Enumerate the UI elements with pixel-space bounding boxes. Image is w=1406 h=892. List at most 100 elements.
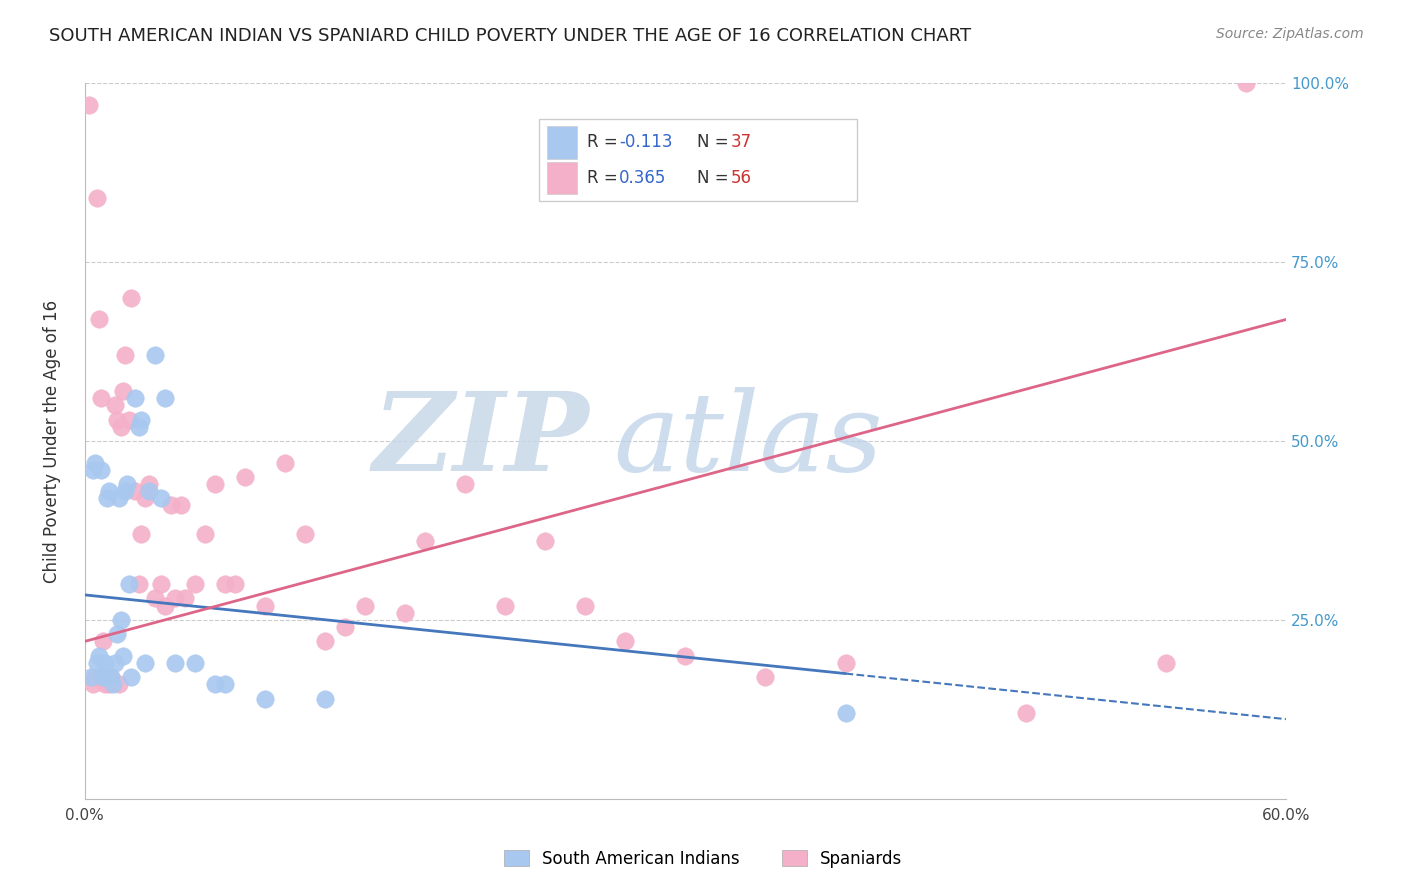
Point [110,613,132,627]
Point [87,648,110,663]
Text: atlas: atlas [613,387,883,495]
Point [107,677,129,691]
Point [111,384,134,398]
Point [534,534,557,549]
Point [82,463,104,477]
Point [104,398,127,412]
Text: R =: R = [586,133,623,151]
Point [149,577,172,591]
Point [153,599,176,613]
Text: ZIP: ZIP [373,387,589,495]
Point [107,491,129,506]
Point [90,463,112,477]
Text: SOUTH AMERICAN INDIAN VS SPANIARD CHILD POVERTY UNDER THE AGE OF 16 CORRELATION : SOUTH AMERICAN INDIAN VS SPANIARD CHILD … [49,27,972,45]
Text: N =: N = [697,133,734,151]
Point [333,620,356,634]
Point [128,577,150,591]
Point [128,419,150,434]
Point [454,477,477,491]
Point [233,470,256,484]
Point [834,706,856,720]
Text: Source: ZipAtlas.com: Source: ZipAtlas.com [1216,27,1364,41]
Point [104,656,127,670]
Point [1154,656,1177,670]
Point [294,527,316,541]
Text: N =: N = [697,169,734,186]
Point [77,98,100,112]
Y-axis label: Child Poverty Under the Age of 16: Child Poverty Under the Age of 16 [44,300,60,582]
Point [118,577,141,591]
Point [111,648,134,663]
Point [834,656,856,670]
Legend: South American Indians, Spaniards: South American Indians, Spaniards [498,844,908,875]
Point [204,477,226,491]
Point [100,670,122,684]
Point [83,456,105,470]
Point [91,670,114,684]
Point [143,348,166,362]
FancyBboxPatch shape [547,162,578,194]
Point [163,656,186,670]
FancyBboxPatch shape [547,127,578,159]
FancyBboxPatch shape [538,120,858,202]
Point [138,484,160,499]
Point [91,634,114,648]
Point [153,391,176,405]
Point [129,412,152,426]
Text: 56: 56 [731,169,752,186]
Point [82,677,104,691]
Point [253,691,276,706]
Point [134,491,156,506]
Point [94,677,117,691]
Point [118,412,141,426]
Point [214,577,236,591]
Point [96,670,118,684]
Text: 37: 37 [731,133,752,151]
Point [80,670,103,684]
Point [100,670,122,684]
Point [94,670,117,684]
Point [87,312,110,326]
Point [574,599,596,613]
Point [173,591,195,606]
Point [194,527,217,541]
Point [413,534,436,549]
Point [673,648,696,663]
Point [105,627,128,641]
Point [253,599,276,613]
Point [86,191,108,205]
Point [614,634,637,648]
Point [354,599,377,613]
Point [134,656,156,670]
Point [105,412,128,426]
Point [114,348,136,362]
Point [274,456,297,470]
Point [101,677,124,691]
Point [138,477,160,491]
Point [83,670,105,684]
Point [170,499,193,513]
Point [184,577,207,591]
Point [1015,706,1038,720]
Text: -0.113: -0.113 [619,133,673,151]
Point [97,484,120,499]
Point [204,677,226,691]
Point [96,491,118,506]
Point [114,484,136,499]
Point [120,291,142,305]
Point [124,484,146,499]
Point [143,591,166,606]
Text: R =: R = [586,169,623,186]
Point [94,656,117,670]
Point [224,577,246,591]
Point [120,670,142,684]
Point [149,491,172,506]
Point [394,606,416,620]
Point [314,634,336,648]
Point [124,391,146,405]
Point [97,677,120,691]
Point [494,599,516,613]
Point [184,656,207,670]
Point [90,391,112,405]
Point [159,499,181,513]
